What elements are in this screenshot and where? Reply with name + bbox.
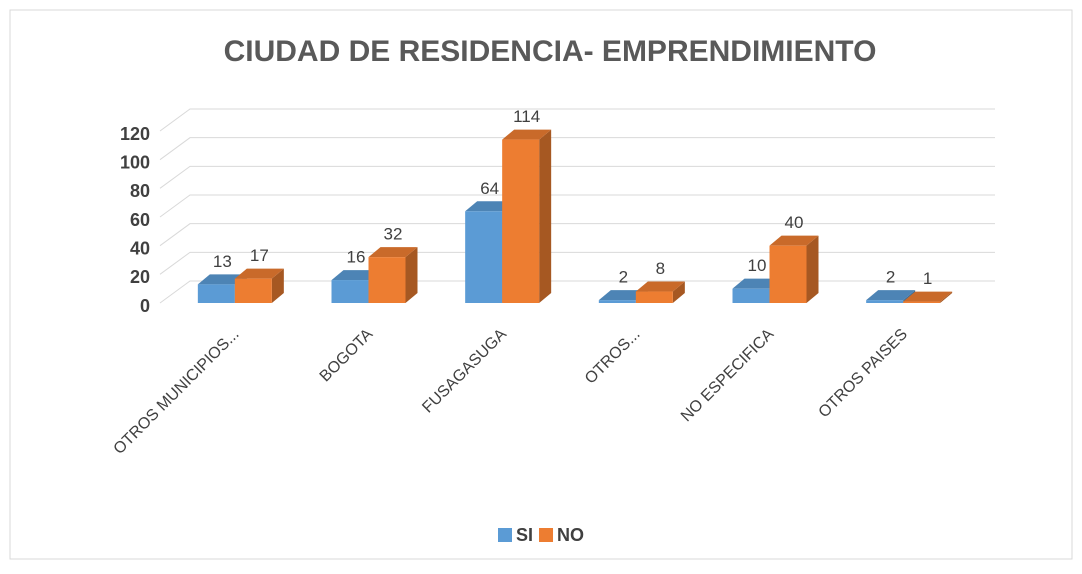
y-tick-label: 0 [140,296,150,316]
value-label: 17 [250,246,269,265]
bar-top [732,278,782,289]
chart-title: CIUDAD DE RESIDENCIA- EMPRENDIMIENTO [224,35,877,68]
value-label: 64 [480,179,499,198]
grid-line [159,165,995,189]
value-label: 13 [213,252,232,271]
grid-line [159,251,995,275]
y-tick-label: 120 [120,124,150,144]
bar-side [940,291,953,303]
value-label: 40 [785,213,804,232]
legend-label: NO [557,525,584,545]
bar-front [502,139,540,303]
value-label: 10 [748,256,767,275]
bar-front [866,300,904,303]
bar [234,268,284,303]
bar [769,235,819,303]
grid-line [159,223,995,247]
y-tick-label: 60 [130,210,150,230]
bar-top [331,270,381,281]
bar-front [234,278,272,303]
bar-top [502,129,552,140]
bar-front [465,211,503,303]
bar [502,129,552,303]
legend-swatch [498,528,512,542]
y-tick-label: 20 [130,267,150,287]
bar [635,281,685,303]
bar-side [539,129,552,303]
bar-top [598,290,648,301]
bar-top [635,281,685,292]
y-tick-label: 80 [130,181,150,201]
bar-side [405,247,418,303]
bar-front [903,301,941,303]
bar-front [732,288,770,303]
bar-side [806,235,819,303]
legend-label: SI [516,525,533,545]
bar-top [197,274,247,285]
value-label: 8 [656,259,665,278]
bar-top [769,235,819,246]
value-label: 1 [923,269,932,288]
legend-swatch [539,528,554,542]
bar [368,247,418,303]
grid-line [159,280,995,304]
value-label: 2 [619,268,628,287]
bar-front [331,280,369,303]
bar-top [465,201,515,212]
grid-line [159,194,995,218]
value-label: 2 [886,268,895,287]
y-tick-label: 100 [120,152,150,172]
bar-front [598,300,636,303]
bar-side [271,268,284,303]
bar-top [234,268,284,279]
bar-front [769,245,807,303]
bar-front [368,257,406,303]
y-tick-label: 40 [130,238,150,258]
bar-front [635,291,673,303]
bar-top [368,247,418,258]
grid-line [159,108,995,132]
bar-front [197,284,235,303]
value-label: 16 [347,248,366,267]
bar [903,291,953,303]
value-label: 32 [384,225,403,244]
bar-side [672,281,685,303]
value-label: 114 [513,107,540,126]
grid-line [159,137,995,161]
bar-top [903,291,953,302]
bar-top [866,290,916,301]
